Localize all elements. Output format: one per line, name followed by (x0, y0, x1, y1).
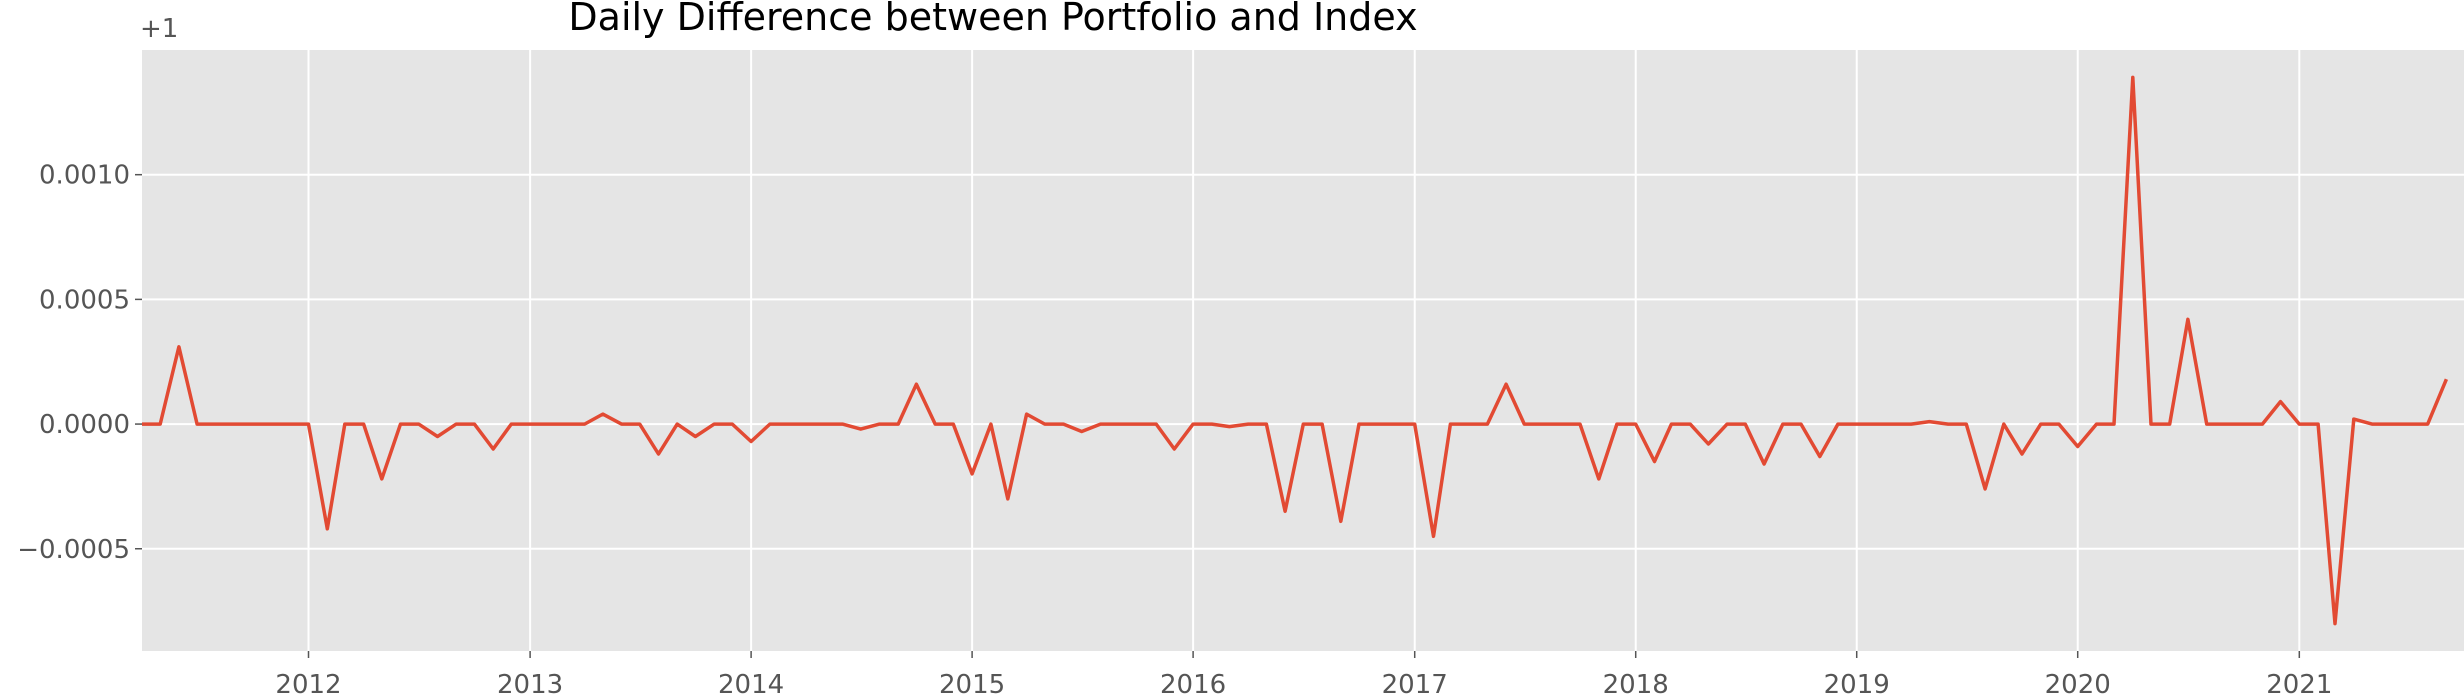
x-tick-label: 2017 (1382, 670, 1448, 699)
x-tick-label: 2020 (2045, 670, 2111, 699)
x-axis-ticks: 2012 2013 2014 2015 2016 2017 2018 2019 2020 2021 (275, 651, 2332, 699)
x-tick-label: 2018 (1603, 670, 1669, 699)
y-tick-label: 0.0005 (39, 285, 130, 315)
x-tick-label: 2013 (497, 670, 563, 699)
chart-title: Daily Difference between Portfolio and I… (568, 0, 1417, 39)
x-tick-label: 2014 (718, 670, 784, 699)
x-tick-label: 2012 (275, 670, 341, 699)
y-tick-label: −0.0005 (17, 535, 130, 565)
x-tick-label: 2016 (1160, 670, 1226, 699)
x-tick-label: 2015 (939, 670, 1005, 699)
series-line (142, 75, 2449, 626)
y-tick-label: 0.0000 (39, 410, 130, 440)
plot-background (142, 50, 2464, 651)
x-gridlines (307, 50, 2301, 651)
x-tick-label: 2019 (1824, 670, 1890, 699)
y-offset-label: +1 (140, 14, 178, 44)
x-tick-label: 2021 (2266, 670, 2332, 699)
y-axis-ticks: 0.0010 0.0005 0.0000 −0.0005 (17, 161, 142, 565)
y-tick-label: 0.0010 (39, 161, 130, 191)
series-group (142, 75, 2449, 626)
